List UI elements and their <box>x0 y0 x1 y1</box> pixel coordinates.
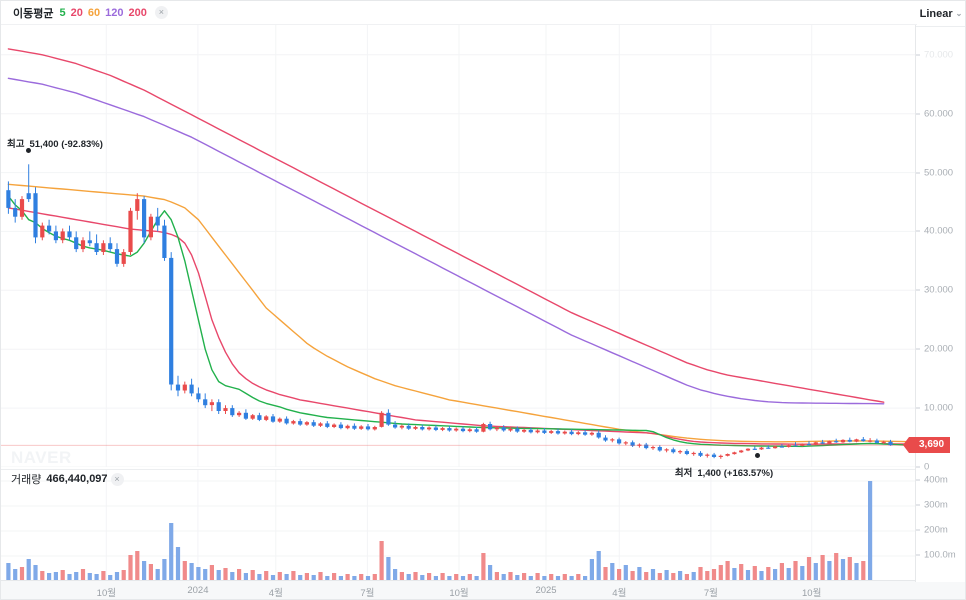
scale-mode-dropdown[interactable]: Linear ⌄ <box>916 1 965 27</box>
low-annotation-label: 최저 <box>674 467 693 479</box>
volume-tick-100.0m: 100.0m <box>924 549 956 561</box>
volume-legend-value: 466,440,097 <box>46 473 108 485</box>
high-annotation: 최고 51,400 (-92.83%) <box>7 136 103 150</box>
price-tick-dash <box>916 54 920 56</box>
ma-period-list: 5 20 60 120 200 <box>59 7 151 19</box>
ma-period-5[interactable]: 5 <box>59 6 66 19</box>
time-label-8: 10월 <box>802 588 822 599</box>
volume-tick-dash <box>916 529 920 531</box>
volume-tick-400m: 400m <box>924 474 948 486</box>
price-tick-30000: 30.000 <box>924 284 954 296</box>
price-tick-70000: 70.000 <box>924 49 954 61</box>
price-tick-dash <box>916 113 920 115</box>
ma-period-20[interactable]: 20 <box>70 6 83 19</box>
price-tick-dash <box>916 230 920 232</box>
time-axis[interactable]: 10월 2024 4월 7월 10월 2025 4월 7월 10월 <box>1 580 965 599</box>
price-tick-10000: 10.000 <box>924 402 954 414</box>
time-label-1: 2024 <box>187 585 209 596</box>
low-marker-dot <box>754 452 760 458</box>
volume-legend-close-icon[interactable]: × <box>110 472 124 486</box>
high-annotation-change: (-92.83%) <box>61 139 103 151</box>
watermark: NAVER FINANCIAL <box>11 448 107 468</box>
time-label-2: 4월 <box>268 588 283 599</box>
volume-chart-svg <box>1 470 917 583</box>
volume-tick-200m: 200m <box>924 524 948 536</box>
price-tick-dash <box>916 172 920 174</box>
volume-legend: 거래량 466,440,097 × <box>1 469 124 489</box>
price-tick-0: 0 <box>924 461 930 473</box>
volume-tick-dash <box>916 554 920 556</box>
scale-mode-label: Linear <box>919 7 953 20</box>
price-tick-50000: 50.000 <box>924 167 954 179</box>
price-tick-60000: 60.000 <box>924 108 954 120</box>
ma-legend-title: 이동평균 <box>13 7 54 20</box>
volume-tick-300m: 300m <box>924 499 948 511</box>
ma-period-120[interactable]: 120 <box>105 6 124 19</box>
volume-legend-title: 거래량 <box>11 474 42 486</box>
price-tick-dash <box>916 348 920 350</box>
chevron-down-icon: ⌄ <box>955 9 963 18</box>
low-annotation: 최저 1,400 (+163.57%) <box>675 465 773 479</box>
ma-legend-close-icon[interactable]: × <box>154 6 168 19</box>
high-annotation-value: 51,400 <box>29 139 59 151</box>
time-label-6: 4월 <box>612 588 627 599</box>
low-annotation-value: 1,400 <box>697 467 722 479</box>
volume-chart-pane[interactable] <box>1 469 917 583</box>
volume-tick-dash <box>916 504 920 506</box>
price-tick-dash <box>916 289 920 291</box>
high-annotation-label: 최고 <box>7 139 25 151</box>
ma-period-200[interactable]: 200 <box>128 6 147 19</box>
low-annotation-change: (+163.57%) <box>723 467 774 479</box>
time-label-0: 10월 <box>96 588 116 599</box>
price-tick-20000: 20.000 <box>924 343 954 355</box>
price-tick-40000: 40.000 <box>924 225 954 237</box>
time-label-7: 7월 <box>703 588 718 599</box>
volume-tick-dash <box>916 479 920 481</box>
moving-average-legend: 이동평균 5 20 60 120 200 × <box>1 1 917 25</box>
time-label-3: 7월 <box>360 588 375 599</box>
time-label-5: 2025 <box>535 585 557 596</box>
price-chart-svg <box>1 25 917 467</box>
ma-period-60[interactable]: 60 <box>87 6 101 19</box>
time-label-4: 10월 <box>449 588 469 599</box>
high-marker-dot <box>26 147 32 153</box>
price-chart-pane[interactable]: NAVER FINANCIAL <box>1 25 917 467</box>
price-tick-dash <box>916 466 920 468</box>
current-price-badge: 3,690 <box>902 437 951 454</box>
watermark-line-1: NAVER <box>11 448 72 467</box>
right-price-axis[interactable]: Linear ⌄ 70.000 60.000 50.000 40.000 30.000 2… <box>902 1 965 582</box>
price-tick-dash <box>916 407 920 409</box>
